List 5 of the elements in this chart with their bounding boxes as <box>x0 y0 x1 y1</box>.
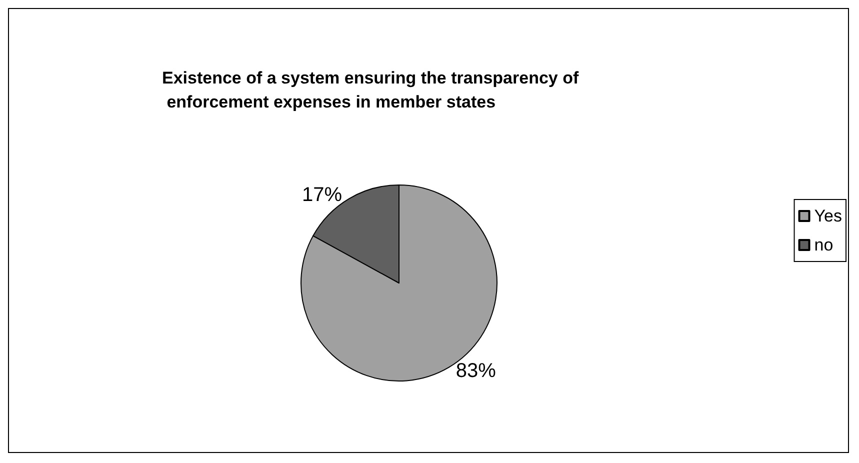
legend-label: Yes <box>814 206 842 226</box>
data-label: 83% <box>456 360 496 382</box>
chart-title: Existence of a system ensuring the transparency of enforcement expenses in member states <box>162 68 579 112</box>
data-label: 17% <box>302 184 342 206</box>
legend-label: no <box>814 236 834 254</box>
